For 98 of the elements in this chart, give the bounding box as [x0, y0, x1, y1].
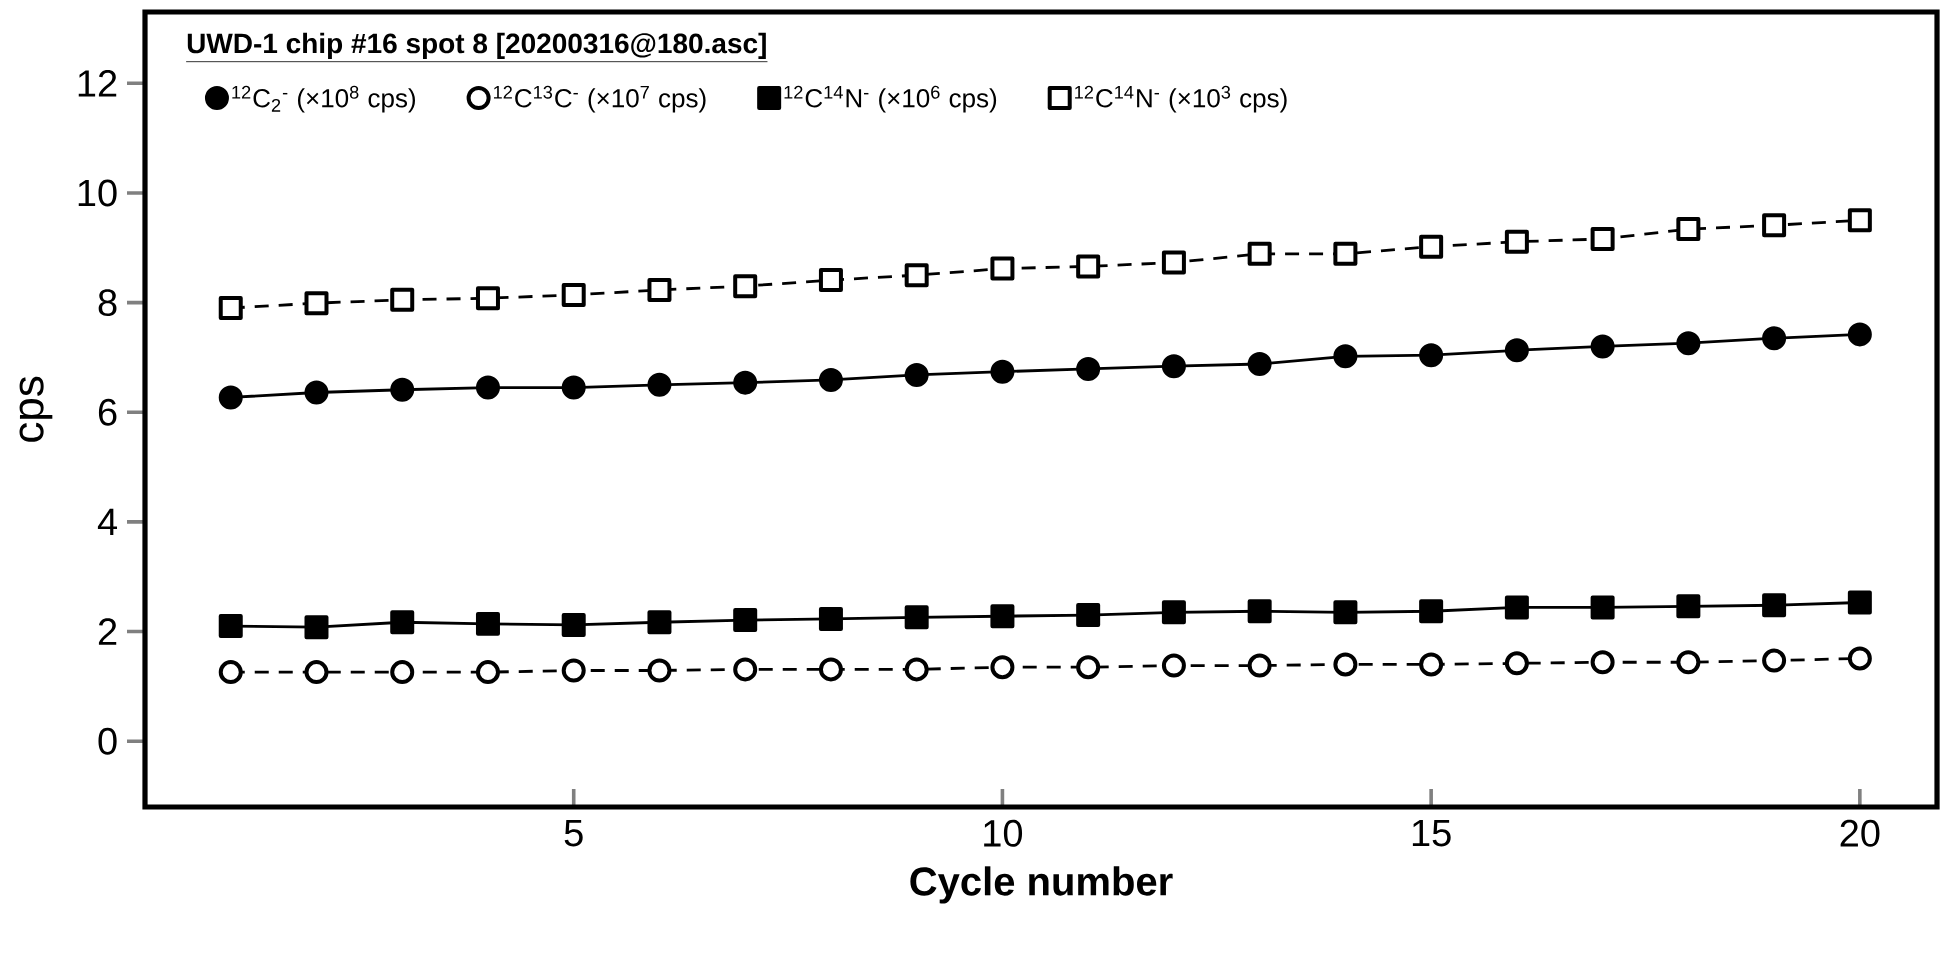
point: [1419, 343, 1444, 368]
point: [1161, 600, 1186, 625]
point: [1504, 651, 1529, 676]
point: [1247, 351, 1272, 376]
point: [1676, 594, 1701, 619]
point: [733, 274, 758, 299]
point: [647, 277, 672, 302]
point: [1590, 226, 1615, 251]
point: [390, 377, 415, 402]
point: [990, 256, 1015, 281]
point: [1333, 652, 1358, 677]
point: [561, 375, 586, 400]
point: [1247, 653, 1272, 678]
point: [304, 380, 329, 405]
y-tick-label: 12: [78, 70, 117, 97]
point: [990, 604, 1015, 629]
y-tick-label: 10: [78, 179, 117, 207]
point: [1847, 322, 1872, 347]
point: [1504, 595, 1529, 620]
point: [1762, 326, 1787, 351]
legend-label: $^{12}$C$^{13}$C$^{-}$ (×10$^{7}$ cps): [493, 85, 706, 113]
x-tick-label: 10: [984, 819, 1023, 847]
point: [561, 658, 586, 683]
point: [1762, 648, 1787, 673]
y-tick-label: 0: [98, 727, 117, 755]
point: [1504, 338, 1529, 363]
point: [990, 359, 1015, 384]
point: [818, 268, 843, 293]
point: [1676, 331, 1701, 356]
legend-label: $^{12}$C$^{14}$N$^{-}$ (×10$^{3}$ cps): [1075, 85, 1287, 113]
x-tick-label: 20: [1840, 819, 1880, 847]
x-tick-label: 5: [564, 819, 583, 847]
point: [1161, 354, 1186, 379]
point: [1419, 652, 1444, 677]
point: [1676, 217, 1701, 242]
point: [818, 606, 843, 631]
point: [218, 660, 243, 685]
y-tick-label: 4: [97, 508, 118, 535]
point: [390, 660, 415, 685]
legend-label: $^{12}$C$^{14}$N$^{-}$ (×10$^{6}$ cps): [784, 85, 997, 113]
point: [1076, 655, 1101, 680]
point: [304, 291, 329, 316]
y-axis-title: cps: [19, 376, 53, 442]
point: [1076, 254, 1101, 279]
point: [475, 611, 500, 636]
point: [1333, 344, 1358, 369]
point: [390, 610, 415, 635]
text: UWD-1 chip #16 spot 8 [20200316@180.asc]: [187, 32, 766, 59]
point: [475, 286, 500, 311]
point: [218, 614, 243, 639]
point: [1076, 603, 1101, 628]
point: [647, 372, 672, 397]
point: [990, 655, 1015, 680]
point: [1504, 229, 1529, 254]
point: [1590, 334, 1615, 359]
point: [818, 657, 843, 682]
point: [561, 612, 586, 637]
point: [1333, 600, 1358, 625]
point: [1590, 595, 1615, 620]
point: [904, 605, 929, 630]
x-tick-label: 15: [1412, 819, 1451, 847]
point: [1762, 213, 1787, 238]
point: [475, 375, 500, 400]
point: [475, 660, 500, 685]
point: [1419, 234, 1444, 259]
point: [1590, 650, 1615, 675]
point: [218, 296, 243, 321]
point: [1161, 653, 1186, 678]
point: [733, 370, 758, 395]
point: [1762, 593, 1787, 618]
point: [304, 615, 329, 640]
point: [1847, 208, 1872, 233]
point: [904, 263, 929, 288]
point: [390, 287, 415, 312]
point: [561, 282, 586, 307]
point: [1419, 599, 1444, 624]
x-axis-title: Cycle number: [910, 866, 1173, 904]
point: [647, 658, 672, 683]
point: [904, 657, 929, 682]
point: [1676, 650, 1701, 675]
point: [1076, 356, 1101, 381]
point: [733, 657, 758, 682]
point: [818, 367, 843, 392]
y-tick-label: 2: [98, 618, 117, 645]
point: [1247, 241, 1272, 266]
point: [1247, 599, 1272, 624]
y-tick-label: 8: [98, 289, 117, 317]
y-tick-label: 6: [98, 398, 117, 426]
point: [1847, 590, 1872, 615]
point: [304, 660, 329, 685]
point: [1161, 250, 1186, 275]
point: [1847, 646, 1872, 671]
point: [733, 608, 758, 633]
legend-label: $^{12}$C$_{2}$$^{-}$ (×10$^{8}$ cps): [232, 85, 416, 113]
point: [1333, 241, 1358, 266]
point: [647, 610, 672, 635]
point: [904, 362, 929, 387]
point: [218, 385, 243, 410]
